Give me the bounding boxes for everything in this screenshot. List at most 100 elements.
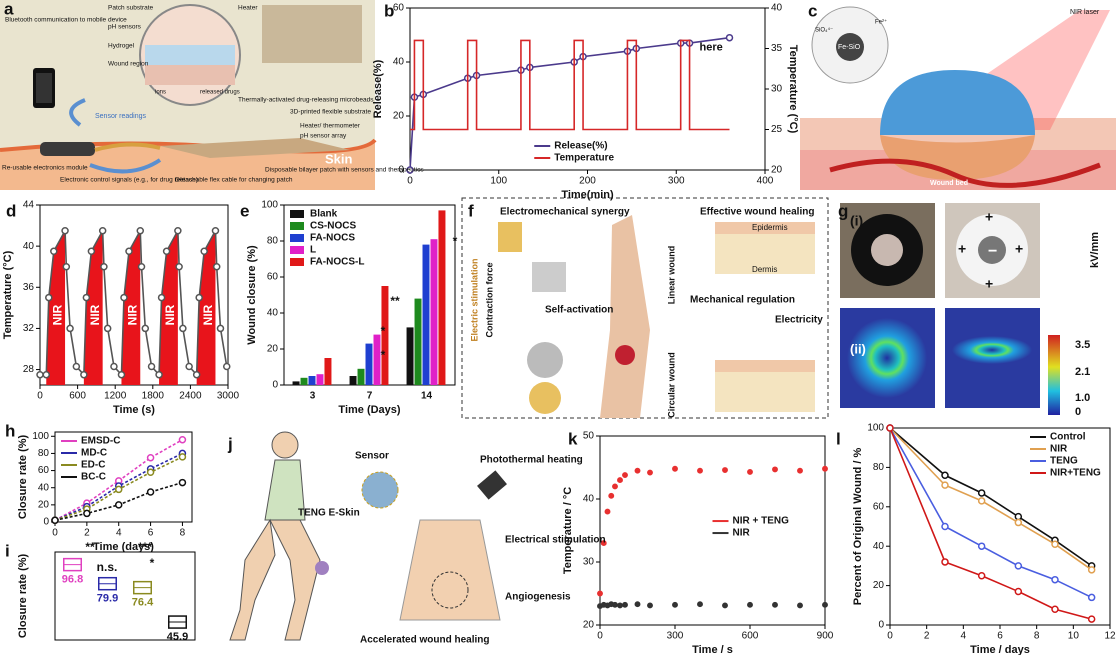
data-point [941,481,949,489]
data-point [42,370,51,379]
x-tick-label: 0 [37,391,43,402]
data-point [600,540,607,547]
legend-swatch [290,210,304,218]
data-point [80,370,88,379]
diagram-text: Sensor readings [95,113,146,120]
data-point [622,601,628,608]
legend-label: BC-C [81,472,106,483]
legend-swatch [290,234,304,242]
x-tick-label: 3000 [217,391,240,402]
panel-a-art [0,0,377,190]
significance: n.s. [97,560,118,574]
panel-label: d [6,201,16,220]
series-line [410,39,730,131]
data-point [722,602,728,609]
x-tick-label: 200 [579,176,596,187]
data-point [87,247,96,256]
x-tick-label: 300 [668,176,685,187]
data-point [114,501,123,509]
significance: ** [85,540,95,554]
x-tick-label: 4 [961,631,967,642]
data-point [66,324,74,333]
data-point [195,293,203,302]
data-point [647,602,653,609]
bar [373,334,381,385]
data-point [114,485,123,494]
panel-label: f [468,201,474,220]
value-label: 96.8 [62,574,83,586]
data-point [103,324,112,333]
panel-label: e [240,201,249,220]
y-tick-label: 80 [873,462,885,473]
data-point [622,472,628,479]
y-tick-label: 40 [23,241,35,252]
data-point [1087,593,1096,602]
diagram-text: Wound bed [930,180,968,187]
diagram-text: Electrical stimulation [505,535,606,546]
diagram-text: Disposable bilayer patch with sensors an… [265,167,424,174]
diagram-text: Fe²⁺ [875,19,887,26]
y-tick-label: 40 [583,494,595,505]
data-point [797,602,803,609]
y-tick-label: 80 [38,448,50,459]
nir-label: NIR [126,304,140,325]
series-line [889,427,1092,620]
data-point [155,370,163,379]
legend-label: NIR + TENG [733,516,790,527]
y2-tick-label: 20 [771,165,783,176]
y-axis-label: Percent of Original Wound / % [852,448,864,606]
data-point [822,601,828,608]
panel-f-art [461,197,829,419]
data-point [634,601,641,608]
series-line [889,427,1093,599]
legend-label: MD-C [81,448,107,459]
y-axis-label: Wound closure (%) [246,245,258,345]
legend-label: CS-NOCS [310,221,356,232]
x-axis-label: Time (s) [113,404,155,416]
heating-area [46,230,66,385]
diagram-text: (ii) [850,341,866,356]
x-tick-label: 600 [69,391,86,402]
diagram-text: 1.0 [1075,392,1090,404]
x-tick-label: 1800 [142,391,165,402]
diagram-text: Electromechanical synergy [500,207,630,218]
legend-label: FA-NOCS-L [310,257,364,268]
bar [324,358,332,385]
data-point [697,601,703,608]
panel-label: a [4,0,14,18]
diagram-text: + [1015,241,1023,257]
legend-label: Temperature [554,153,614,164]
x-axis-label: Time(min) [561,189,614,201]
diagram-text: Hydrogel [108,43,135,50]
y-tick-label: 20 [267,344,279,355]
diagram-text: Bluetooth communication to mobile device [5,17,127,24]
diagram-text: Patch substrate [108,5,154,12]
x-tick-label: 0 [407,176,413,187]
diagram-text: Linear wound [666,246,676,305]
diagram-text: − [988,243,997,260]
x-tick-label: 6 [148,528,154,539]
data-point [617,477,623,484]
panel-c-art [800,6,1116,190]
data-point [772,466,778,473]
significance: * [150,556,155,570]
x-axis-label: Time (days) [93,541,154,553]
y-tick-label: 60 [393,3,405,14]
bar [422,244,430,385]
data-point [179,324,187,333]
y-tick-label: 100 [32,431,49,442]
x-tick-label: 2 [924,631,930,642]
data-point [977,489,986,497]
data-point [117,370,126,379]
y2-tick-label: 35 [771,43,783,54]
data-point [941,471,949,480]
data-point [747,468,753,475]
data-point [120,293,128,302]
legend-label: NIR [733,528,751,539]
x-axis-label: Time / s [692,644,733,655]
data-point [100,262,108,271]
x-tick-label: 0 [52,528,58,539]
data-point [45,293,53,302]
legend-swatch [290,258,304,266]
y-tick-label: 40 [38,482,50,493]
